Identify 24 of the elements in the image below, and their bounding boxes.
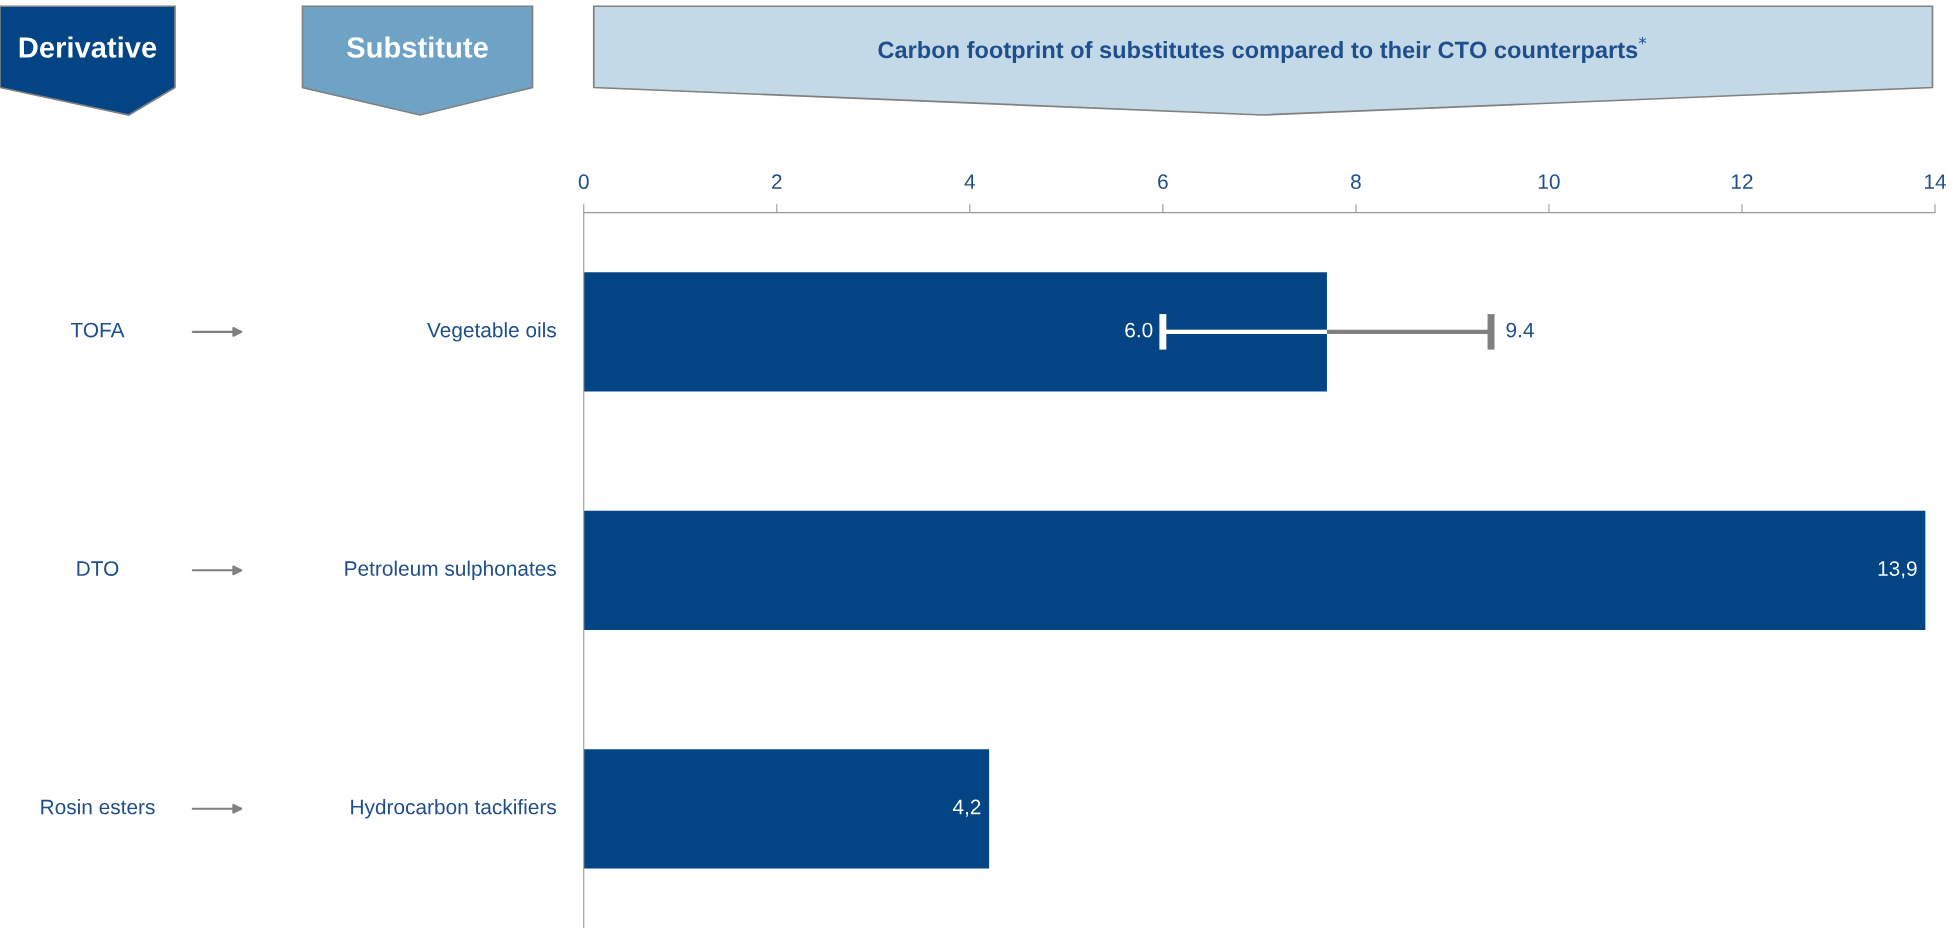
annotation: 6.0 — [1125, 322, 1153, 338]
text: Derivative — [19, 36, 157, 58]
y-tick-label: Vegetable oils — [427, 322, 556, 342]
text: Substitute — [347, 36, 488, 58]
y2-tick-label: Rosin esters — [41, 799, 155, 815]
x-tick-label: 2 — [772, 174, 782, 189]
y2-tick-label: TOFA — [70, 322, 125, 338]
y2-tick-label: DTO — [77, 561, 119, 576]
x-tick-label: 14 — [1925, 174, 1946, 189]
bar — [583, 272, 1327, 392]
annotation: 9.4 — [1506, 322, 1534, 338]
bar — [583, 510, 1926, 630]
x-tick-label: 8 — [1351, 174, 1361, 190]
x-tick-label: 6 — [1158, 174, 1168, 190]
y-tick-label: Petroleum sulphonates — [345, 560, 556, 581]
data-label: 13,9 — [1878, 561, 1917, 579]
x-tick-label: 12 — [1731, 174, 1753, 189]
chart-title: Carbon footprint of substitutes compared to their CTO counterparts$^{*}$ — [878, 36, 1647, 63]
x-tick-label: 10 — [1538, 174, 1560, 190]
x-tick-label: 0 — [578, 174, 589, 190]
data-label: 4,2 — [952, 799, 981, 817]
x-tick-label: 4 — [964, 174, 976, 189]
y-tick-label: Hydrocarbon tackifiers — [351, 799, 556, 819]
bar — [583, 749, 990, 869]
